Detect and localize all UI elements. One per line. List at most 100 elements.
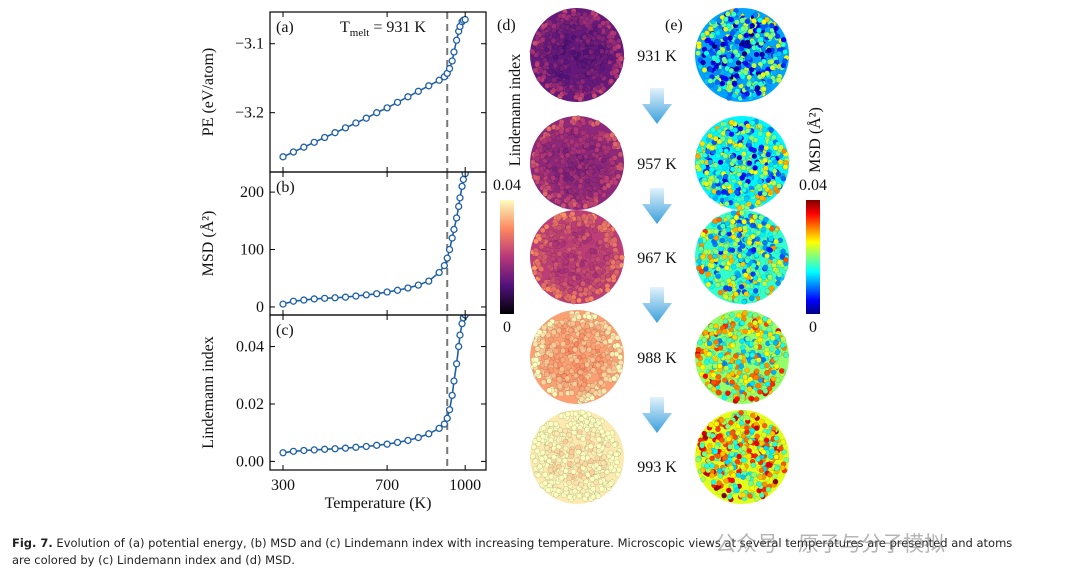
atom [542,254,548,260]
atom [561,142,568,149]
atom [752,12,759,18]
atom [545,286,551,293]
atom [744,367,750,374]
atom [615,364,622,371]
atom [546,136,553,143]
atom [560,23,566,30]
annotation-rest: = 931 K [369,19,426,36]
atom [737,125,744,132]
atom [584,361,590,368]
atom [717,472,724,479]
atom [576,314,582,320]
atom [741,150,747,157]
atom [743,32,750,39]
atom [550,271,557,278]
atom [747,311,753,318]
atom [761,422,768,429]
atom [596,59,602,66]
y-tick-label: 0.04 [236,339,264,356]
atom [726,286,733,292]
atom [541,232,547,239]
atom [716,389,722,396]
atom [699,364,706,371]
atom [709,145,716,151]
atom [558,85,564,92]
atom [751,246,757,253]
atom [606,325,613,332]
panel-label: (d) [497,17,516,34]
atom [755,357,762,363]
atom [539,179,545,186]
atom [773,454,780,460]
atom [707,66,714,73]
atom [589,357,596,363]
data-point [289,447,298,455]
atom [744,415,751,421]
atom [595,324,602,331]
snapshot [695,7,790,102]
atom [550,183,557,189]
atom [730,472,737,479]
atom [721,121,728,127]
plot-area [279,172,469,315]
atom [763,216,769,223]
atom [778,368,785,374]
atom [544,358,550,365]
atom [532,458,539,465]
atom [722,165,728,171]
atom [580,347,586,354]
atom [721,336,728,342]
atom [584,15,590,22]
data-point [300,446,308,455]
atom [719,80,726,87]
atom [555,135,561,142]
atom [574,37,581,43]
atom [749,380,756,387]
atom [595,54,602,61]
atom [695,352,701,359]
atom [719,417,725,424]
atom [752,288,759,294]
data-point [452,360,461,368]
atom [538,166,545,172]
arrows [642,88,672,433]
atom [700,231,706,238]
atom [729,312,735,318]
atom [555,198,562,205]
atom [780,439,787,446]
atom [778,445,784,452]
atom [584,491,590,498]
atom [575,274,582,281]
atom [727,35,734,41]
atom [556,322,563,329]
colorbar-min: 0 [503,319,511,336]
atom [534,345,541,352]
atom [577,286,584,293]
atom [769,346,775,352]
atom [780,336,786,342]
atom [583,286,589,293]
atom [567,327,574,334]
atom [563,382,569,388]
atom [732,127,739,133]
atom [707,78,714,84]
atom [590,286,597,293]
atom [600,86,607,92]
atom [563,147,569,154]
atom [728,83,734,90]
atom [723,26,729,33]
atom [716,18,723,24]
atom [545,143,552,149]
atom [749,22,756,29]
atom [727,331,734,338]
atom [706,351,713,357]
atom [611,241,618,248]
atom [573,479,579,486]
annotation-main: T [340,19,350,36]
atom [723,478,729,484]
atom [700,32,706,38]
atom [611,375,617,382]
atom [580,42,586,48]
atom [734,487,740,494]
atom [739,209,745,216]
